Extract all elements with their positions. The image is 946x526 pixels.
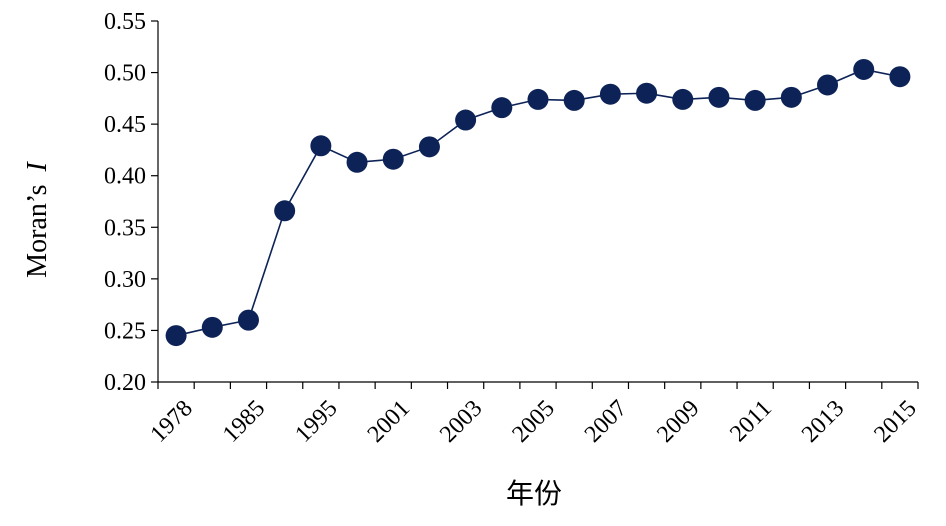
data-point [599, 83, 621, 105]
data-point [853, 58, 875, 80]
data-point [672, 88, 694, 110]
data-point [491, 97, 513, 119]
data-point [708, 86, 730, 108]
y-axis-title: Moran’s I [22, 161, 53, 278]
x-tick-label: 1985 [218, 395, 270, 447]
data-point [636, 82, 658, 104]
data-point [274, 200, 296, 222]
x-axis: 1978 1985 1995 2001 2003 2005 2007 2009 2011 2013… [146, 381, 922, 448]
y-axis-title-text: Moran’s [22, 185, 53, 278]
x-tick-label: 2009 [652, 395, 704, 447]
data-point [418, 136, 440, 158]
x-tick-label: 1995 [290, 395, 342, 447]
data-point [310, 135, 332, 157]
y-tick-label: 0.25 [104, 318, 146, 344]
data-point [237, 309, 259, 331]
data-point [382, 148, 404, 170]
y-tick-label: 0.40 [104, 164, 146, 190]
data-point [744, 89, 766, 111]
y-tick-label: 0.30 [104, 267, 146, 293]
data-point [780, 86, 802, 108]
data-point [563, 89, 585, 111]
x-tick-label: 2015 [869, 395, 921, 447]
data-point [455, 109, 477, 131]
y-axis: 0.20 0.25 0.30 0.35 0.40 0.45 0.50 0.55 [104, 9, 159, 396]
x-tick-label: 2011 [725, 395, 777, 447]
data-point [346, 151, 368, 173]
data-point [817, 74, 839, 96]
x-tick-label: 1978 [146, 395, 198, 447]
y-tick-label: 0.45 [104, 112, 146, 138]
y-tick-label: 0.35 [104, 215, 146, 241]
data-point [165, 325, 187, 347]
x-axis-title: 年份 [506, 478, 562, 510]
x-tick-label: 2003 [435, 395, 487, 447]
y-tick-label: 0.55 [104, 9, 146, 35]
y-tick-label: 0.50 [104, 61, 146, 87]
data-point [889, 66, 911, 88]
y-axis-title-italic: I [22, 161, 53, 173]
x-tick-label: 2001 [363, 395, 415, 447]
x-tick-label: 2005 [507, 395, 559, 447]
x-tick-label: 2007 [580, 395, 632, 447]
x-tick-label: 2013 [797, 395, 849, 447]
data-point [201, 316, 223, 338]
y-tick-label: 0.20 [104, 370, 146, 396]
series-group [165, 58, 911, 347]
data-point [527, 88, 549, 110]
